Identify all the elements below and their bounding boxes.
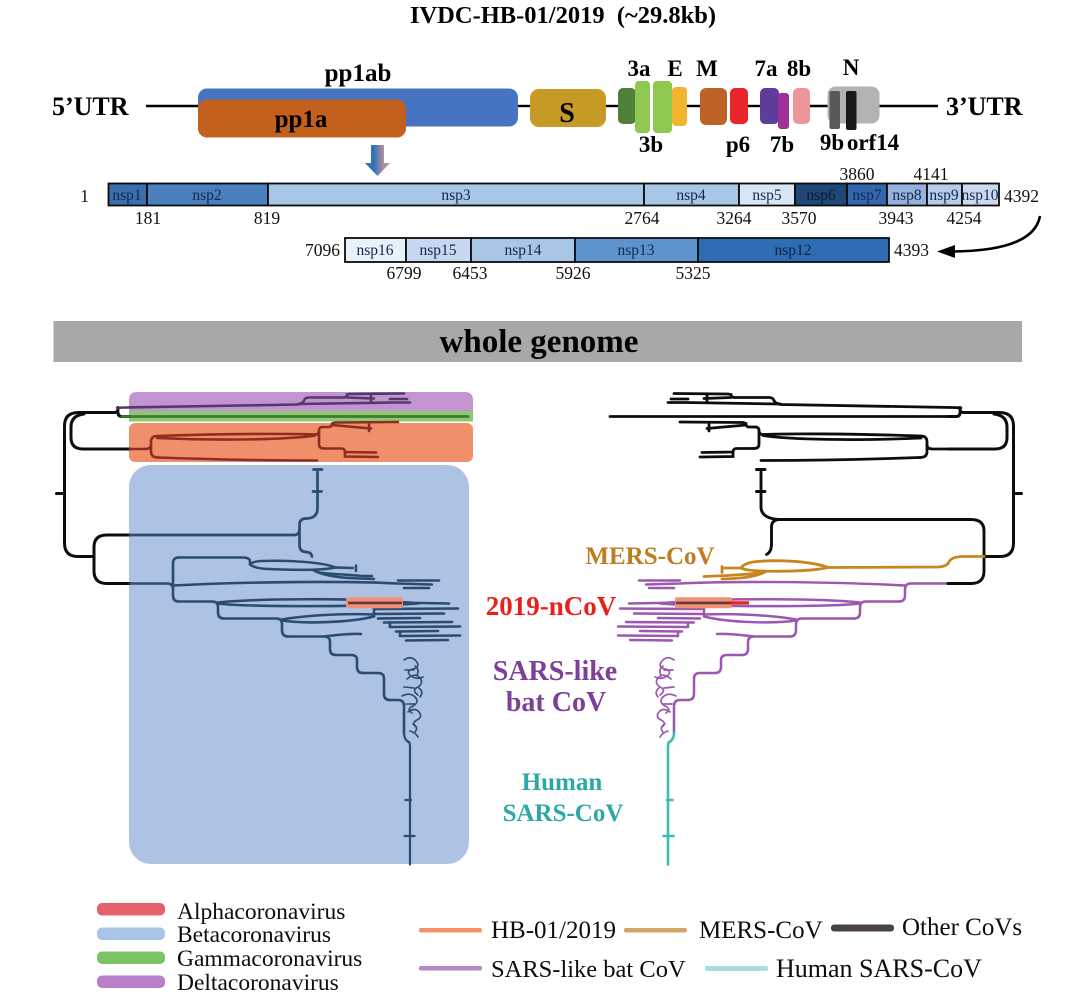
svg-text:nsp4: nsp4 bbox=[676, 187, 706, 204]
svg-text:S: S bbox=[559, 98, 575, 129]
svg-text:3’UTR: 3’UTR bbox=[946, 92, 1023, 121]
svg-text:nsp15: nsp15 bbox=[419, 242, 456, 259]
svg-text:nsp14: nsp14 bbox=[504, 242, 541, 259]
svg-text:5325: 5325 bbox=[676, 263, 711, 283]
svg-text:whole genome: whole genome bbox=[440, 324, 639, 360]
svg-text:3b: 3b bbox=[639, 132, 663, 157]
svg-text:2019-nCoV: 2019-nCoV bbox=[486, 591, 617, 621]
svg-text:pp1ab: pp1ab bbox=[325, 60, 392, 87]
svg-text:orf14: orf14 bbox=[847, 130, 900, 155]
svg-text:nsp7: nsp7 bbox=[852, 187, 882, 204]
svg-text:2764: 2764 bbox=[625, 208, 660, 228]
svg-text:7b: 7b bbox=[770, 132, 794, 157]
svg-text:nsp5: nsp5 bbox=[752, 187, 782, 204]
svg-text:SARS-like: SARS-like bbox=[493, 656, 617, 687]
svg-text:Alphacoronavirus: Alphacoronavirus bbox=[177, 899, 345, 925]
svg-text:7096: 7096 bbox=[305, 240, 340, 260]
svg-text:4393: 4393 bbox=[894, 240, 929, 260]
svg-text:9b: 9b bbox=[820, 130, 844, 155]
svg-text:N: N bbox=[843, 55, 860, 80]
svg-text:Other CoVs: Other CoVs bbox=[902, 914, 1022, 941]
svg-text:IVDC-HB-01/2019 (~29.8kb): IVDC-HB-01/2019 (~29.8kb) bbox=[410, 2, 716, 29]
svg-text:SARS-CoV: SARS-CoV bbox=[503, 800, 624, 827]
svg-text:nsp12: nsp12 bbox=[774, 242, 811, 259]
svg-text:3570: 3570 bbox=[782, 208, 817, 228]
svg-text:Betacoronavirus: Betacoronavirus bbox=[177, 922, 331, 948]
svg-text:M: M bbox=[696, 56, 718, 81]
svg-text:6453: 6453 bbox=[453, 263, 488, 283]
svg-text:E: E bbox=[667, 56, 682, 81]
svg-text:nsp1: nsp1 bbox=[112, 187, 141, 204]
svg-text:5’UTR: 5’UTR bbox=[52, 92, 129, 121]
svg-text:3860: 3860 bbox=[840, 164, 875, 184]
svg-text:nsp16: nsp16 bbox=[356, 242, 393, 259]
svg-text:HB-01/2019: HB-01/2019 bbox=[491, 917, 616, 944]
svg-text:nsp2: nsp2 bbox=[192, 187, 221, 204]
svg-text:4254: 4254 bbox=[947, 208, 982, 228]
svg-text:819: 819 bbox=[254, 208, 281, 228]
svg-text:MERS-CoV: MERS-CoV bbox=[699, 917, 823, 944]
svg-text:nsp8: nsp8 bbox=[892, 187, 922, 204]
svg-text:4392: 4392 bbox=[1004, 186, 1039, 206]
svg-text:6799: 6799 bbox=[387, 263, 422, 283]
svg-text:nsp9: nsp9 bbox=[929, 187, 959, 204]
svg-text:Human SARS-CoV: Human SARS-CoV bbox=[776, 954, 982, 983]
svg-text:nsp10: nsp10 bbox=[961, 187, 998, 204]
svg-text:SARS-like bat CoV: SARS-like bat CoV bbox=[491, 956, 686, 983]
svg-text:nsp3: nsp3 bbox=[441, 187, 471, 204]
svg-text:pp1a: pp1a bbox=[275, 106, 328, 133]
svg-text:nsp13: nsp13 bbox=[617, 242, 654, 259]
svg-text:Deltacoronavirus: Deltacoronavirus bbox=[177, 970, 339, 996]
svg-text:nsp6: nsp6 bbox=[806, 187, 836, 204]
svg-text:3a: 3a bbox=[628, 56, 652, 81]
svg-text:1: 1 bbox=[80, 186, 89, 206]
svg-text:p6: p6 bbox=[726, 132, 750, 157]
svg-text:5926: 5926 bbox=[556, 263, 591, 283]
svg-text:MERS-CoV: MERS-CoV bbox=[585, 543, 714, 570]
svg-text:181: 181 bbox=[135, 208, 161, 228]
svg-text:bat CoV: bat CoV bbox=[506, 687, 606, 718]
svg-text:Human: Human bbox=[522, 769, 603, 796]
svg-text:3943: 3943 bbox=[879, 208, 914, 228]
svg-text:Gammacoronavirus: Gammacoronavirus bbox=[177, 946, 362, 972]
svg-text:8b: 8b bbox=[787, 56, 811, 81]
svg-text:4141: 4141 bbox=[914, 164, 949, 184]
svg-text:7a: 7a bbox=[755, 56, 779, 81]
svg-text:3264: 3264 bbox=[717, 208, 752, 228]
